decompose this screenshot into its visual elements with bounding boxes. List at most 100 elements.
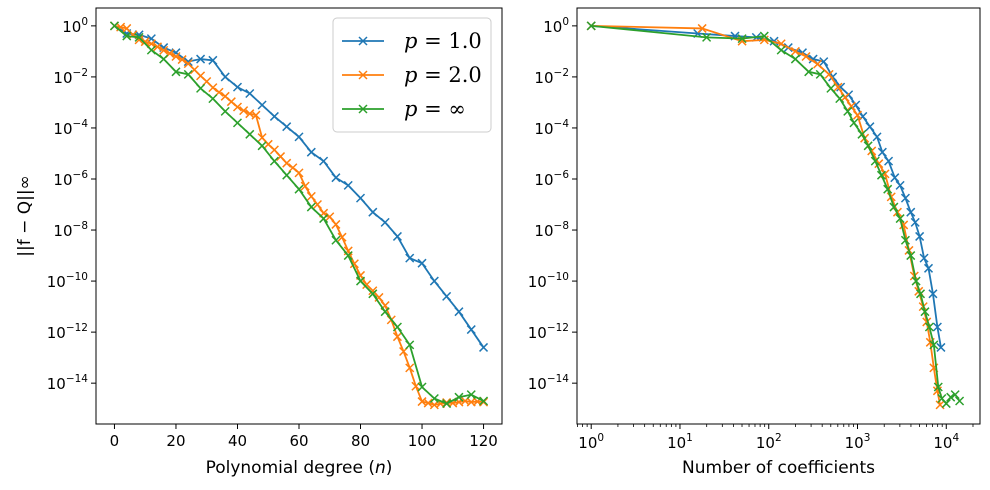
left-data-point — [380, 307, 390, 317]
left-data-point — [392, 332, 402, 342]
right-data-point — [586, 21, 596, 31]
left-data-point — [331, 173, 341, 183]
legend-marker-1 — [358, 70, 368, 80]
left-data-point — [183, 69, 193, 79]
right-data-point — [932, 322, 942, 332]
left-data-point — [319, 214, 329, 224]
left-data-point — [257, 141, 267, 151]
left-data-point — [306, 202, 316, 212]
right-data-point — [900, 235, 910, 245]
left-y-axis-label: ||f − Q||∞ — [15, 175, 35, 257]
left-data-point — [171, 51, 181, 62]
left-data-point — [122, 31, 132, 41]
right-data-point — [877, 147, 887, 157]
left-data-point — [466, 325, 476, 335]
right-data-point — [863, 141, 873, 151]
left-data-point — [282, 122, 292, 132]
left-data-point — [232, 82, 243, 92]
right-data-point — [697, 23, 707, 33]
left-data-point — [257, 100, 267, 110]
left-data-point — [306, 147, 316, 157]
left-y-tick-label: 100 — [62, 16, 88, 36]
right-data-point — [790, 46, 800, 56]
right-data-point — [890, 173, 900, 183]
right-y-tick-label: 10−12 — [528, 322, 569, 342]
right-data-point — [790, 54, 800, 64]
left-x-tick-label: 40 — [228, 432, 247, 450]
right-data-point — [911, 276, 921, 286]
left-data-point — [442, 291, 452, 301]
left-data-point — [269, 156, 279, 166]
right-data-point — [776, 45, 786, 55]
right-x-tick-label: 102 — [756, 432, 782, 452]
left-y-tick-label: 10−6 — [53, 169, 88, 189]
left-data-point — [466, 390, 476, 400]
right-chart: 100 101 102 103 104 100 10−2 10−4 10−6 10−8 10−10 1… — [528, 7, 981, 478]
legend-label-2: p = ∞ — [404, 97, 466, 121]
left-data-point — [306, 191, 316, 201]
right-data-point — [919, 253, 929, 263]
left-data-point — [429, 393, 439, 404]
right-data-point — [933, 382, 943, 392]
right-data-point — [923, 263, 934, 273]
left-data-point — [220, 72, 230, 82]
left-data-point — [417, 258, 427, 268]
right-y-tick-label: 10−4 — [534, 118, 569, 138]
left-data-point — [282, 158, 292, 168]
right-x-axis-label: Number of coefficients — [682, 458, 875, 478]
left-data-point — [140, 37, 150, 47]
left-data-point — [196, 54, 206, 64]
left-data-point — [245, 88, 255, 99]
left-data-point — [294, 168, 304, 178]
left-x-tick-label: 0 — [110, 432, 120, 450]
legend-marker-2 — [358, 104, 368, 114]
left-data-point — [417, 382, 427, 392]
left-data-point — [454, 392, 464, 402]
legend-box — [332, 17, 492, 133]
right-data-point — [801, 51, 811, 62]
left-data-point — [208, 55, 218, 65]
left-data-point — [177, 55, 187, 65]
left-data-point — [405, 363, 415, 373]
left-data-point — [429, 276, 439, 286]
right-data-point — [929, 340, 939, 350]
left-data-point — [282, 170, 292, 180]
left-data-point — [269, 111, 279, 121]
right-y-tick-label: 100 — [543, 16, 569, 36]
left-data-point — [442, 399, 452, 409]
right-data-point — [840, 92, 850, 102]
right-y-tick-label: 10−2 — [534, 67, 569, 87]
right-data-point — [895, 214, 905, 224]
right-data-point — [824, 69, 834, 79]
left-y-tick-label: 10−12 — [47, 322, 88, 342]
right-data-point — [843, 106, 853, 116]
right-data-point — [889, 202, 899, 212]
left-x-tick-label: 100 — [408, 432, 437, 450]
left-x-tick-label: 120 — [469, 432, 498, 450]
left-data-point — [146, 45, 156, 55]
left-data-point — [380, 217, 390, 227]
left-data-point — [368, 289, 378, 299]
left-data-point — [208, 83, 218, 93]
right-data-point — [769, 36, 779, 46]
right-data-point — [941, 399, 951, 409]
right-data-point — [759, 31, 769, 41]
right-data-point — [737, 34, 747, 44]
right-data-point — [906, 251, 916, 261]
right-data-point — [870, 156, 880, 166]
left-data-point — [405, 340, 415, 350]
right-data-point — [910, 217, 920, 227]
left-data-point — [392, 322, 402, 332]
left-data-point — [245, 129, 255, 139]
right-y-tick-label: 10−10 — [528, 271, 569, 291]
left-data-point — [159, 54, 169, 64]
right-data-point — [702, 32, 712, 42]
left-data-point — [171, 67, 181, 77]
left-data-point — [232, 102, 243, 112]
left-data-point — [392, 231, 402, 241]
right-data-point — [920, 307, 930, 317]
left-x-tick-label: 80 — [351, 432, 370, 450]
right-data-point — [900, 193, 910, 203]
left-axes-frame — [95, 7, 503, 425]
right-data-point — [852, 110, 863, 120]
